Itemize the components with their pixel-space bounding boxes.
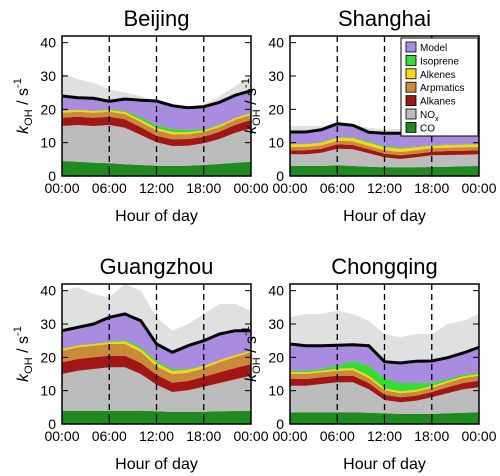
area-aromatics	[62, 344, 251, 383]
x-tick-label: 06:00	[92, 180, 127, 196]
x-tick-label: 18:00	[414, 180, 449, 196]
area-nox	[62, 125, 251, 166]
x-axis-label: Hour of day	[115, 456, 198, 473]
x-tick-label: 00:00	[44, 180, 79, 196]
panel-beijing: 0 10 20 30 40 00:00 06:00 12:00 18:00 00:00 Hour o…	[12, 6, 269, 225]
y-tick-label: 40	[268, 35, 284, 51]
area-aromatics	[290, 370, 479, 398]
y-tick-label: 30	[268, 68, 284, 84]
panel-chongqing: 0 10 20 30 40 00:00 06:00 12:00 18:00 00:00 Hour o…	[240, 254, 497, 473]
area-isoprene	[290, 361, 479, 392]
legend-swatch-nox	[405, 108, 417, 120]
x-tick-label: 12:00	[139, 428, 174, 444]
x-tick-label: 12:00	[367, 428, 402, 444]
x-tick-label: 06:00	[92, 428, 127, 444]
x-tick-label: 18:00	[186, 428, 221, 444]
y-tick-label: 20	[268, 101, 284, 117]
x-axis-label: Hour of day	[343, 456, 426, 473]
legend: Model Isoprene Alkenes Arpmatics Alkanes NOxC…	[400, 37, 479, 137]
x-tick-label: 12:00	[139, 180, 174, 196]
x-tick-label: 18:00	[414, 428, 449, 444]
y-tick-label: 40	[268, 283, 284, 299]
x-tick-label: 00:00	[461, 180, 496, 196]
panel-title: Guangzhou	[100, 254, 214, 279]
x-tick-label: 00:00	[44, 428, 79, 444]
panel-title: Shanghai	[338, 6, 431, 31]
y-tick-label: 20	[40, 349, 56, 365]
x-axis-label: Hour of day	[115, 208, 198, 225]
x-tick-label: 00:00	[233, 180, 268, 196]
y-tick-label: 10	[268, 135, 284, 151]
legend-label-nox: NOx	[420, 110, 439, 123]
total-line	[290, 342, 479, 365]
legend-swatch-co	[405, 122, 417, 133]
x-tick-label: 00:00	[233, 428, 268, 444]
x-axis-label: Hour of day	[343, 208, 426, 225]
y-tick-label: 20	[268, 349, 284, 365]
y-axis-label: kOH / s-1	[12, 78, 35, 134]
legend-label-co: CO	[420, 123, 435, 134]
y-axis-label: kOH / s-1	[240, 326, 263, 382]
legend-label-model: Model	[420, 43, 447, 54]
y-tick-label: 30	[40, 68, 56, 84]
y-tick-label: 0	[48, 168, 56, 184]
legend-label-isoprene: Isoprene	[420, 56, 459, 67]
y-tick-label: 30	[40, 316, 56, 332]
y-tick-label: 30	[268, 316, 284, 332]
area-aromatics	[62, 111, 251, 140]
y-tick-label: 20	[40, 101, 56, 117]
legend-swatch-alkenes	[405, 68, 417, 80]
y-tick-label: 10	[268, 383, 284, 399]
x-tick-label: 12:00	[367, 180, 402, 196]
x-tick-label: 06:00	[320, 180, 355, 196]
y-tick-label: 40	[40, 283, 56, 299]
y-tick-label: 10	[40, 383, 56, 399]
x-tick-label: 00:00	[461, 428, 496, 444]
x-tick-label: 06:00	[320, 428, 355, 444]
legend-label-aromatics: Arpmatics	[420, 83, 464, 94]
panel-shanghai: 0 10 20 30 40 00:00 06:00 12:00 18:00 00:00 Hour o…	[240, 6, 497, 225]
area-model	[290, 344, 479, 383]
panel-guangzhou: 0 10 20 30 40 00:00 06:00 12:00 18:00 00:00 Hour o…	[12, 254, 269, 473]
y-tick-label: 0	[48, 416, 56, 432]
y-tick-label: 40	[40, 35, 56, 51]
panel-title: Chongqing	[331, 254, 437, 279]
panel-title: Beijing	[123, 6, 189, 31]
y-tick-label: 0	[276, 168, 284, 184]
x-tick-label: 00:00	[272, 180, 307, 196]
legend-swatch-isoprene	[405, 55, 417, 66]
legend-swatch-aromatics	[405, 81, 417, 93]
y-axis-label: kOH / s-1	[12, 326, 35, 382]
legend-label-alkanes: Alkanes	[420, 97, 456, 108]
legend-swatch-alkanes	[405, 95, 417, 106]
y-axis-label: kOH / s-1	[240, 78, 263, 134]
y-tick-label: 10	[40, 135, 56, 151]
x-tick-label: 00:00	[272, 428, 307, 444]
legend-swatch-model	[405, 41, 417, 53]
legend-label-alkenes: Alkenes	[420, 70, 456, 81]
x-tick-label: 18:00	[186, 180, 221, 196]
y-tick-label: 0	[276, 416, 284, 432]
